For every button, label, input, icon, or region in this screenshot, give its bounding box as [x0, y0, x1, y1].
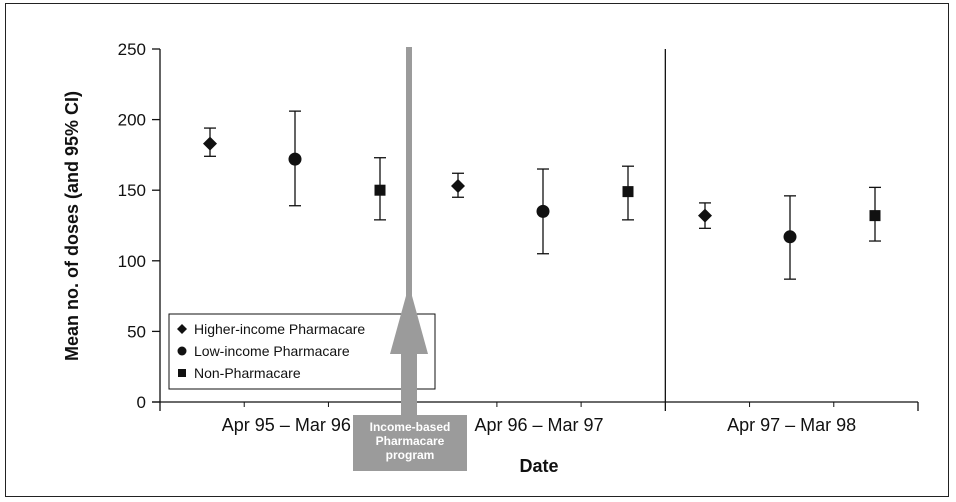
y-tick-label: 100	[118, 252, 146, 271]
y-axis-label: Mean no. of doses (and 95% CI)	[62, 91, 82, 361]
y-tick-label: 150	[118, 181, 146, 200]
annotation-text: Pharmacare	[376, 434, 445, 448]
data-point-non-pharmacare	[374, 184, 386, 196]
annotation-arrow-shaft	[401, 352, 417, 418]
legend-label: Higher-income Pharmacare	[194, 321, 365, 337]
y-tick-label: 50	[127, 322, 146, 341]
annotation-box	[353, 415, 467, 471]
x-axis-label: Date	[519, 456, 558, 476]
legend-circle-icon	[177, 346, 187, 356]
data-point-low-income	[783, 230, 797, 244]
data-point-non-pharmacare	[622, 186, 634, 198]
data-point-non-pharmacare	[869, 210, 881, 222]
data-point-higher-income	[698, 208, 712, 223]
legend-label: Non-Pharmacare	[194, 365, 301, 381]
x-category-label: Apr 97 – Mar 98	[727, 415, 856, 435]
legend-label: Low-income Pharmacare	[194, 343, 350, 359]
legend-square-icon	[178, 369, 186, 377]
y-tick-label: 250	[118, 40, 146, 59]
data-point-higher-income	[451, 178, 465, 193]
annotation-text: program	[386, 448, 435, 462]
annotation-arrow-head	[390, 285, 428, 354]
annotation-arrow-line	[406, 47, 412, 347]
annotation-text: Income-based	[370, 420, 451, 434]
x-category-label: Apr 95 – Mar 96	[222, 415, 351, 435]
figure-frame	[5, 3, 949, 497]
y-tick-label: 0	[137, 393, 146, 412]
legend-diamond-icon	[177, 324, 187, 334]
legend-box	[168, 313, 436, 390]
data-point-low-income	[288, 152, 302, 166]
data-point-higher-income	[203, 136, 217, 151]
data-point-low-income	[536, 204, 550, 218]
x-category-label: Apr 96 – Mar 97	[474, 415, 603, 435]
y-tick-label: 200	[118, 111, 146, 130]
